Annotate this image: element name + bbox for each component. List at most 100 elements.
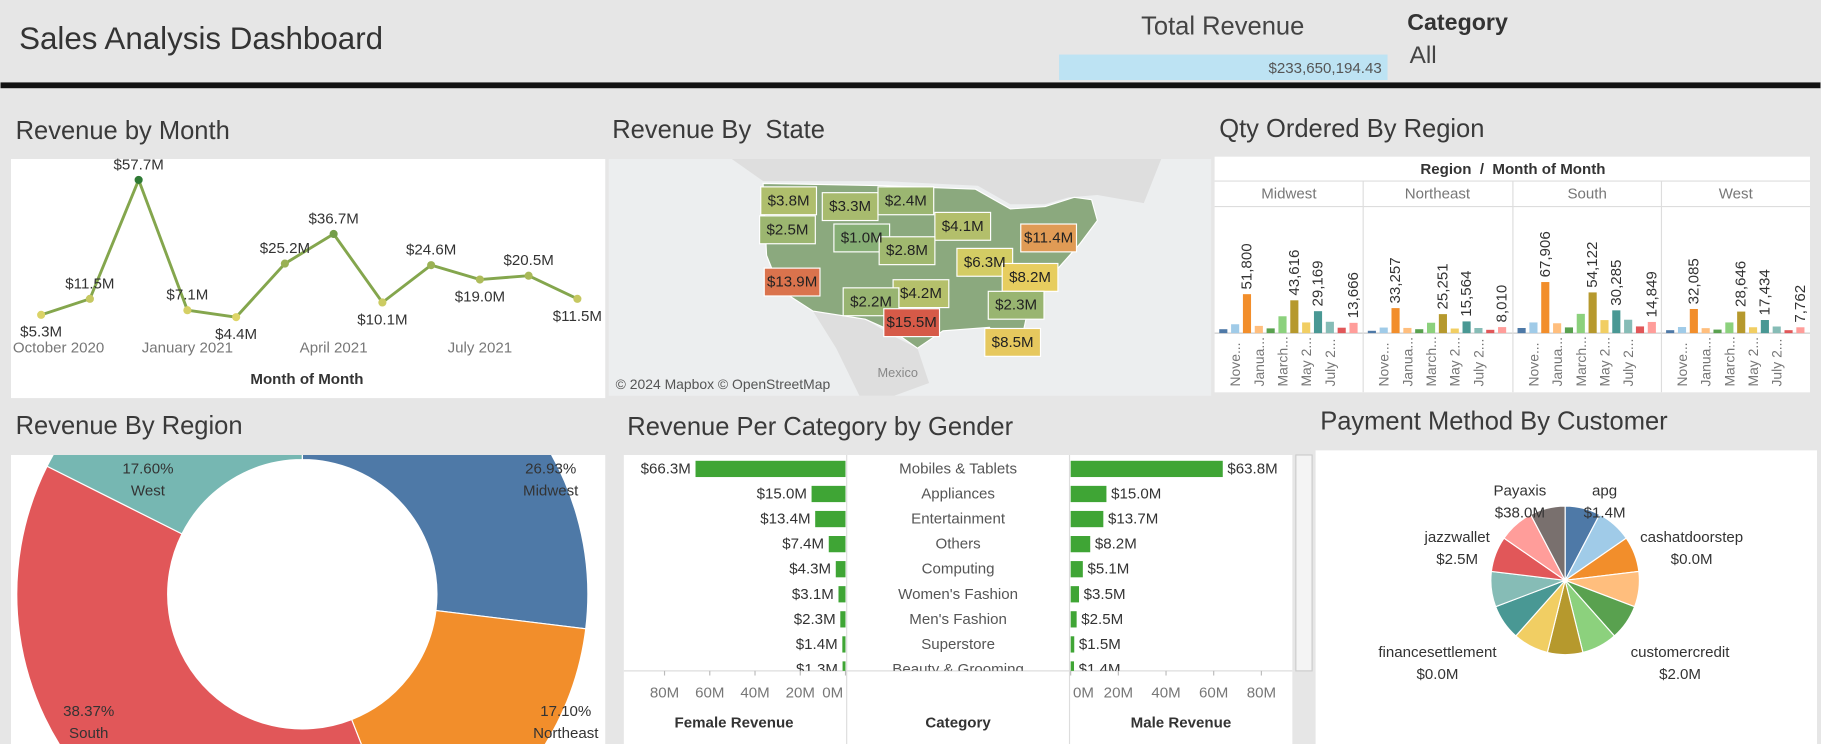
bar	[1760, 320, 1769, 334]
bar	[1677, 327, 1687, 334]
kpi-label: Total Revenue	[1141, 13, 1304, 41]
bar	[838, 586, 846, 603]
place-label: Mexico	[878, 365, 918, 380]
bar	[1624, 319, 1633, 334]
bar	[1219, 329, 1228, 334]
data-label: 15,564	[1458, 271, 1475, 317]
x-tick-label: 20M	[786, 684, 815, 701]
filter-value[interactable]: All	[1410, 42, 1437, 69]
bar	[1772, 326, 1781, 334]
data-label: $63.8M	[1227, 460, 1277, 477]
x-tick-label: May 2...	[1596, 337, 1612, 386]
data-label: $2.3M	[995, 297, 1037, 314]
header-divider	[0, 82, 1821, 89]
data-label: 38.37%	[63, 703, 114, 720]
x-tick-label: 60M	[1199, 684, 1228, 701]
slice-label: cashatdoorstep	[1640, 529, 1743, 546]
pie-chart: apg $1.4M cashatdoorstep $0.0M customercredi…	[1378, 482, 1743, 682]
slice-label: Midwest	[523, 482, 579, 499]
axis-title: Male Revenue	[1131, 715, 1232, 732]
data-label: $8.5M	[992, 334, 1034, 351]
data-label: $24.6M	[406, 242, 456, 259]
revenue-line	[40, 175, 579, 319]
data-point	[427, 261, 436, 270]
data-label: 17.60%	[122, 460, 173, 477]
category-label: Men's Fashion	[909, 611, 1007, 628]
x-axis-title: Month of Month	[250, 371, 363, 388]
category-label: Superstore	[921, 636, 995, 653]
bar	[1242, 294, 1252, 334]
data-label: $1.0M	[841, 229, 883, 246]
data-label: $2.0M	[1659, 666, 1701, 683]
x-tick-label: Nove...	[1227, 342, 1243, 386]
bar	[1725, 322, 1734, 334]
slice	[1529, 505, 1566, 581]
bar	[1427, 322, 1436, 334]
data-label: 28,646	[1733, 261, 1750, 307]
x-tick-label: May 2...	[1298, 337, 1314, 386]
x-tick-label: Janua...	[1698, 337, 1714, 386]
bar	[1748, 327, 1758, 334]
data-point	[280, 259, 289, 268]
bar	[1635, 326, 1645, 334]
bar	[1302, 322, 1311, 334]
data-label: $5.1M	[1087, 561, 1129, 578]
bar	[1070, 536, 1091, 553]
scrollbar[interactable]	[1295, 454, 1313, 672]
data-label: $38.0M	[1495, 505, 1545, 522]
data-label: $19.0M	[455, 288, 505, 305]
chart-title: Revenue by Month	[16, 117, 230, 145]
data-label: 17.10%	[540, 703, 591, 720]
data-label: 7,762	[1792, 285, 1809, 323]
x-axis-title: Region / Month of Month	[1420, 161, 1605, 178]
x-tick-label: July 2...	[1620, 339, 1636, 387]
slice-label: apg	[1592, 482, 1617, 499]
data-label: $7.1M	[166, 287, 208, 304]
bar	[1070, 611, 1077, 628]
rows: Mobiles & Tablets Appliances Entertainment…	[641, 460, 1278, 671]
data-label: $4.1M	[942, 218, 984, 235]
data-label: 25,251	[1434, 263, 1451, 309]
bar	[1612, 310, 1621, 334]
data-label: $2.5M	[1436, 551, 1478, 568]
data-label: $66.3M	[641, 460, 691, 477]
facet-label: South	[1567, 185, 1606, 202]
bar	[1070, 510, 1104, 528]
category-label: Others	[935, 536, 980, 553]
x-tick-label: Janua...	[1549, 337, 1565, 386]
x-tick-label: Nove...	[1674, 342, 1690, 386]
data-label: 54,122	[1584, 242, 1601, 288]
data-label: $3.1M	[792, 586, 834, 603]
x-tick-label: March...	[1423, 336, 1439, 386]
bar	[1254, 325, 1263, 334]
chart-title: Qty Ordered By Region	[1219, 115, 1484, 143]
category-label: Women's Fashion	[898, 586, 1018, 603]
bar	[695, 460, 846, 478]
bar	[828, 536, 846, 553]
x-tick-label: October 2020	[13, 340, 104, 357]
data-label: 33,257	[1387, 257, 1404, 303]
data-label: 26.93%	[525, 460, 576, 477]
data-label: 13,666	[1345, 272, 1362, 318]
data-point	[37, 310, 46, 319]
slice-label: Northeast	[533, 725, 599, 742]
bar	[1266, 328, 1275, 334]
map-credit: © 2024 Mapbox © OpenStreetMap	[616, 376, 831, 392]
bar	[1313, 311, 1323, 334]
kpi-bar	[1059, 54, 1388, 81]
data-label: $57.7M	[113, 156, 163, 173]
bar	[1701, 328, 1710, 334]
x-tick-label: 40M	[1151, 684, 1180, 701]
data-label: $7.4M	[782, 536, 824, 553]
bar	[1647, 321, 1656, 334]
slice-label: South	[69, 725, 108, 742]
data-label: 8,010	[1494, 285, 1511, 323]
x-tick-label: March...	[1573, 336, 1589, 386]
bar	[1231, 324, 1240, 334]
data-label: $3.5M	[1084, 586, 1126, 603]
data-label: 43,616	[1286, 250, 1303, 296]
state	[821, 192, 879, 222]
data-label: $4.2M	[900, 285, 942, 302]
x-tick-label: Janua...	[1251, 337, 1267, 386]
